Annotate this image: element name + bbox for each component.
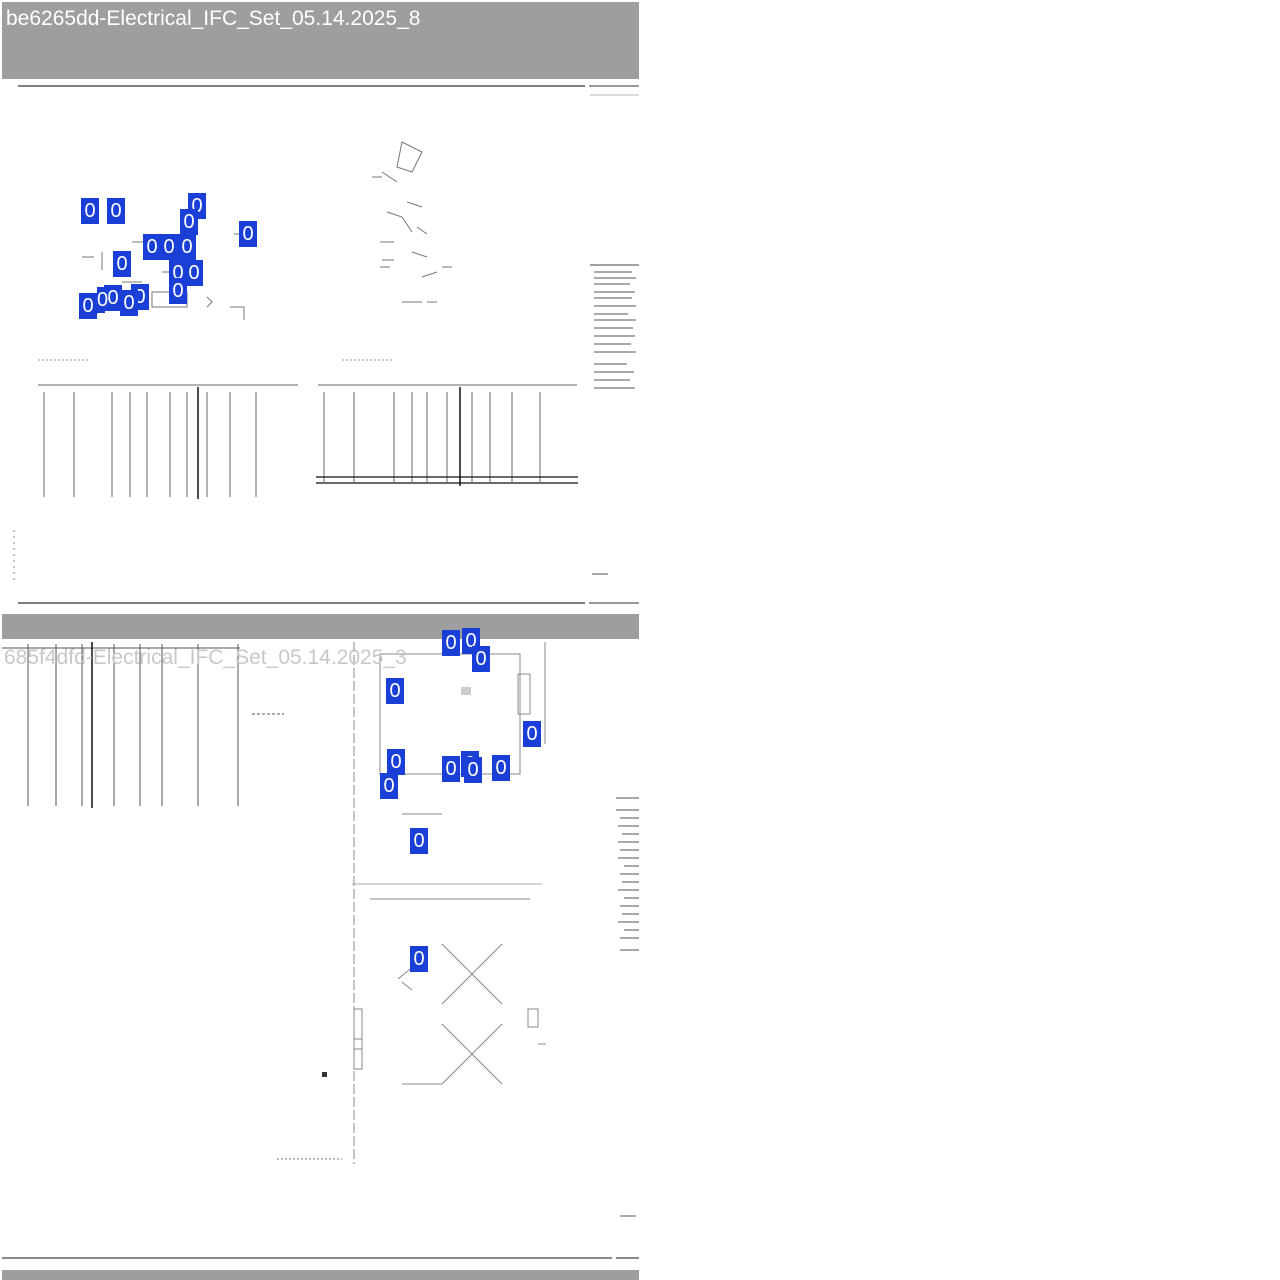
marker[interactable]: 0 (410, 828, 428, 854)
marker[interactable]: 0 (386, 678, 404, 704)
marker[interactable]: 0 (442, 630, 460, 656)
marker[interactable]: 0 (178, 234, 196, 260)
marker[interactable]: 0 (464, 757, 482, 783)
marker[interactable]: 0 (442, 756, 460, 782)
sheet-title-bar[interactable]: be6265dd-Electrical_IFC_Set_05.14.2025_8 (2, 2, 639, 79)
marker[interactable]: 0 (107, 198, 125, 224)
marker[interactable]: 0 (97, 287, 109, 313)
marker[interactable]: 0 (492, 755, 510, 781)
marker[interactable]: 0 (79, 293, 97, 319)
marker[interactable]: 0 (185, 260, 203, 286)
marker[interactable]: 0 (113, 251, 131, 277)
marker[interactable]: 0 (180, 209, 198, 235)
marker[interactable]: 0 (143, 234, 161, 260)
marker[interactable]: 0 (160, 234, 178, 260)
marker[interactable]: 0 (380, 773, 398, 799)
next-sheet-title-bar[interactable] (2, 1270, 639, 1280)
marker[interactable]: 0 (472, 646, 490, 672)
sheet-panel-2[interactable]: 685f4dfd-Electrical_IFC_Set_05.14.2025_3… (2, 614, 639, 1264)
drawing-sheet-1 (13, 85, 639, 604)
sheet-title-bar[interactable] (2, 614, 639, 639)
marker[interactable]: 0 (120, 290, 138, 316)
marker[interactable]: 0 (387, 749, 405, 775)
sheet-title: be6265dd-Electrical_IFC_Set_05.14.2025_8 (6, 7, 421, 30)
drawing-sheet-2 (2, 642, 639, 1259)
marker[interactable]: 0 (169, 278, 187, 304)
marker[interactable]: 0 (104, 285, 122, 311)
sheet-panel-1[interactable]: be6265dd-Electrical_IFC_Set_05.14.2025_8… (2, 2, 639, 605)
marker[interactable]: 0 (81, 198, 99, 224)
marker[interactable]: 0 (523, 721, 541, 747)
marker[interactable]: 0 (239, 221, 257, 247)
marker[interactable]: 0 (410, 946, 428, 972)
